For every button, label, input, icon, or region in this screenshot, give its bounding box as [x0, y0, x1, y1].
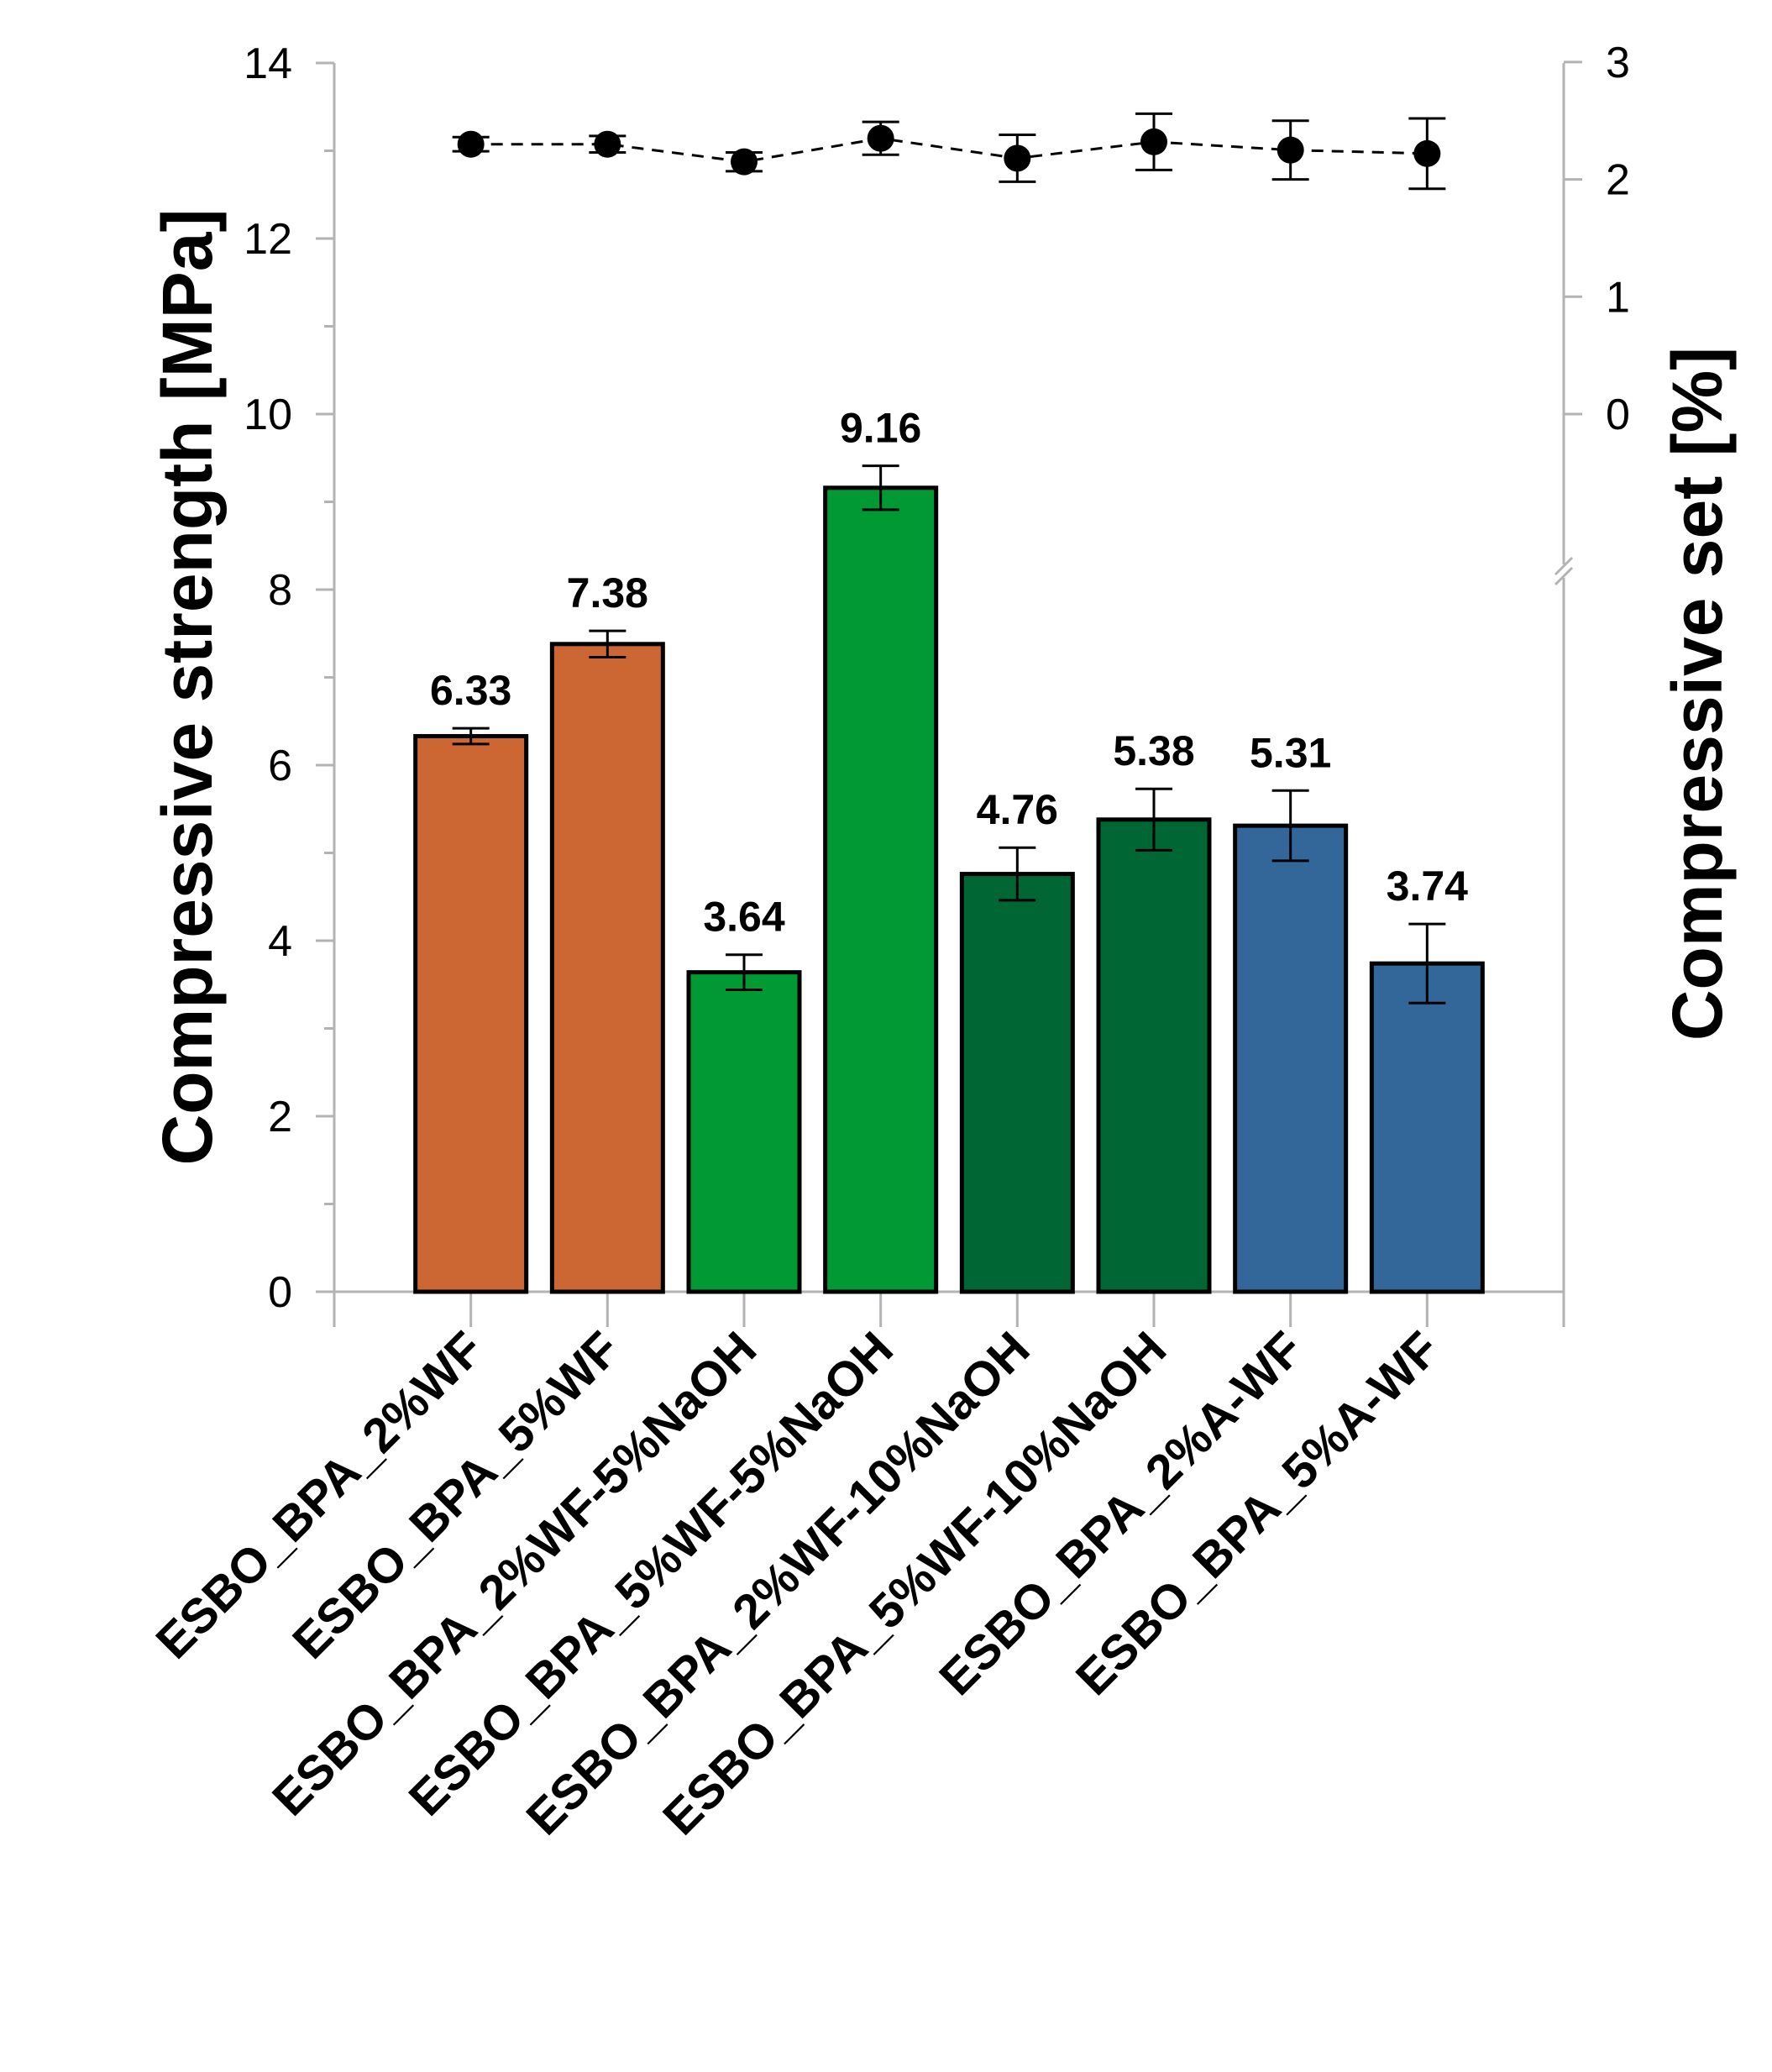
set-point [457, 130, 485, 158]
bar [413, 734, 529, 1294]
bar [549, 642, 665, 1294]
bar-series [413, 485, 1485, 1294]
y2-tick-label: 1 [1606, 273, 1630, 322]
chart-axes [333, 63, 1574, 1327]
bar-value-labels: 6.33 7.38 3.64 9.16 4.76 5.38 5.31 3.74 [430, 405, 1468, 941]
y-tick-label: 10 [244, 391, 292, 439]
y-tick-label: 4 [268, 917, 292, 966]
bar-value-label: 4.76 [977, 786, 1058, 833]
bar [686, 970, 802, 1294]
y2-tick-label: 0 [1606, 391, 1630, 439]
bar [1233, 823, 1349, 1294]
y-tick-label: 14 [244, 39, 292, 88]
y-tick-label: 6 [268, 742, 292, 790]
bar-value-label: 6.33 [430, 667, 511, 714]
right-axis-ticks: 0 1 2 3 [1564, 39, 1630, 439]
bar [823, 485, 939, 1294]
bar-value-label: 3.64 [703, 894, 785, 941]
y2-tick-label: 3 [1606, 39, 1630, 87]
bar [959, 872, 1075, 1294]
y-tick-label: 12 [244, 215, 292, 264]
y2-axis-title: Compressive set [%] [1658, 347, 1737, 1041]
category-labels: ESBO_BPA_2%WFESBO_BPA_5%WFESBO_BPA_2%WF-… [145, 1321, 1450, 1845]
set-point [1413, 139, 1441, 167]
bar [1096, 817, 1212, 1294]
y-tick-label: 8 [268, 566, 292, 615]
category-label: ESBO_BPA_2%WF-10%NaOH [516, 1321, 1040, 1845]
y2-tick-label: 2 [1606, 156, 1630, 205]
y-axis-title: Compressive strength [MPa] [148, 209, 227, 1166]
axis-break-mark [1554, 556, 1574, 576]
bar-error-bars [452, 464, 1446, 1005]
set-point [594, 130, 621, 158]
set-point [1004, 144, 1031, 172]
bar-value-label: 5.31 [1250, 729, 1331, 776]
bar-value-label: 9.16 [840, 405, 921, 452]
bar-value-label: 3.74 [1387, 863, 1469, 910]
bar-value-label: 7.38 [567, 569, 648, 616]
set-point [1277, 136, 1304, 164]
category-label: ESBO_BPA_2%WF-5%NaOH [262, 1321, 767, 1826]
category-label: ESBO_BPA_5%WF-5%NaOH [399, 1321, 904, 1826]
set-point [1140, 128, 1167, 155]
set-point [867, 124, 894, 152]
y-tick-label: 2 [268, 1093, 292, 1141]
axis-break-mark [1554, 566, 1574, 586]
set-point [731, 148, 758, 176]
bar [1369, 961, 1485, 1294]
left-axis-ticks: 0 2 4 6 8 10 12 14 [244, 39, 334, 1317]
bar-value-label: 5.38 [1113, 727, 1194, 774]
compressive-set-series [452, 112, 1446, 191]
y-tick-label: 0 [268, 1268, 292, 1317]
category-label: ESBO_BPA_5%WF-10%NaOH [653, 1321, 1177, 1845]
